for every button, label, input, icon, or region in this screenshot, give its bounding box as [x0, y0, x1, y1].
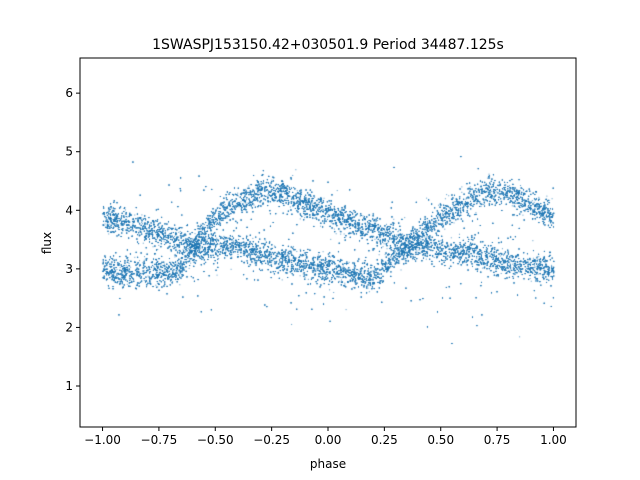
y-axis: 1 2 3 4 5 6 — [65, 86, 80, 393]
x-tick-label: 0.00 — [315, 433, 342, 447]
x-tick-label: 1.00 — [540, 433, 567, 447]
x-tick-label: −1.00 — [84, 433, 121, 447]
x-tick-label: 0.50 — [427, 433, 454, 447]
scatter-point-cloud — [80, 58, 576, 427]
x-tick-label: −0.25 — [253, 433, 290, 447]
y-tick-label: 3 — [65, 262, 73, 276]
x-tick-label: −0.50 — [197, 433, 234, 447]
y-tick-label: 6 — [65, 86, 73, 100]
y-tick-label: 2 — [65, 320, 73, 334]
x-tick-label: 0.75 — [484, 433, 511, 447]
chart-title: 1SWASPJ153150.42+030501.9 Period 34487.1… — [152, 37, 504, 53]
y-tick-label: 4 — [65, 203, 73, 217]
x-axis-label: phase — [310, 457, 346, 471]
y-tick-label: 5 — [65, 145, 73, 159]
y-axis-label: flux — [40, 232, 54, 254]
x-tick-label: 0.25 — [371, 433, 398, 447]
x-axis: −1.00 −0.75 −0.50 −0.25 0.00 0.25 0.50 0.75 1.00 — [84, 427, 567, 447]
scatter-points — [80, 58, 576, 427]
y-tick-label: 1 — [65, 379, 73, 393]
x-tick-label: −0.75 — [141, 433, 178, 447]
